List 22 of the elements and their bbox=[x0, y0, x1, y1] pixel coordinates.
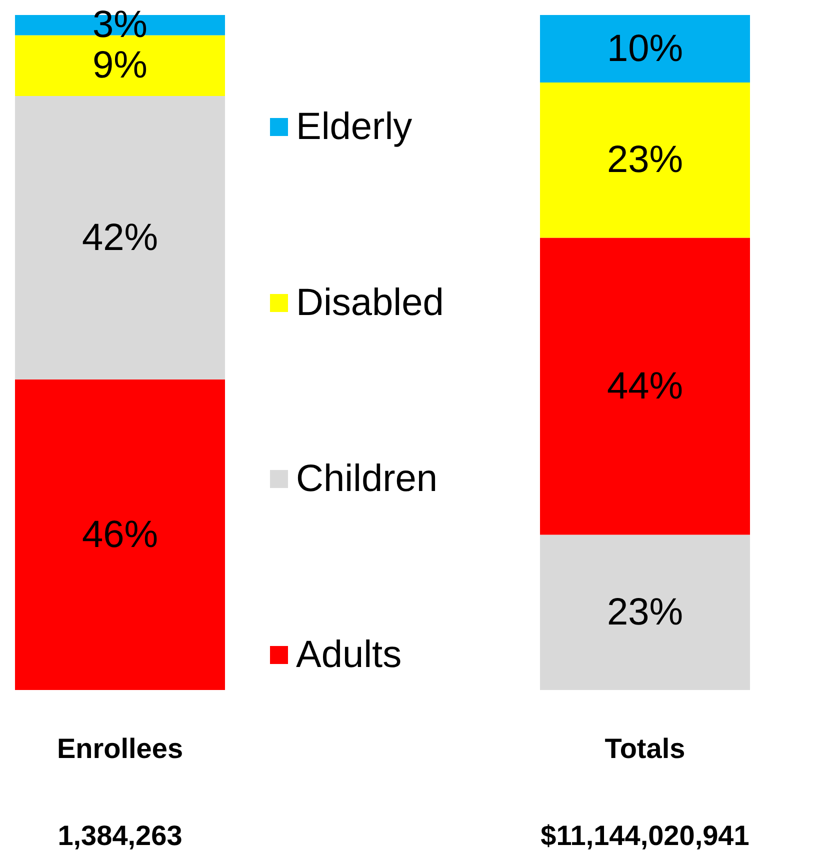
text: 1,384,263 bbox=[56, 820, 184, 852]
data-label: 10% bbox=[606, 28, 684, 70]
legend-label: Elderly bbox=[296, 106, 412, 148]
data-label: 46% bbox=[82, 514, 158, 556]
bar bbox=[540, 238, 750, 535]
x-tick-label: Enrollees bbox=[56, 733, 184, 764]
bar bbox=[540, 534, 750, 690]
data-label: 9% bbox=[92, 44, 148, 87]
data-label: 42% bbox=[82, 216, 158, 259]
data-label: 44% bbox=[606, 365, 684, 408]
legend-label: Adults bbox=[296, 634, 402, 676]
data-label: 3% bbox=[92, 4, 148, 46]
bar bbox=[15, 380, 225, 690]
bar bbox=[15, 96, 225, 380]
legend-label: Disabled bbox=[296, 282, 444, 324]
bar bbox=[540, 82, 750, 238]
data-label: 23% bbox=[606, 139, 684, 182]
bar bbox=[540, 15, 750, 82]
data-label: 23% bbox=[606, 591, 684, 634]
text: $11,144,020,941 bbox=[540, 820, 750, 852]
legend-label: Children bbox=[296, 458, 438, 500]
x-tick-label: Totals bbox=[604, 733, 686, 764]
